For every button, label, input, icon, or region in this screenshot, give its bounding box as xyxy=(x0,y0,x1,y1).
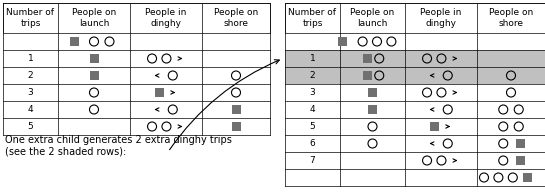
Text: 5: 5 xyxy=(310,122,316,131)
Bar xyxy=(516,156,525,165)
Text: Number of
trips: Number of trips xyxy=(7,8,55,28)
Bar xyxy=(368,88,377,97)
Bar xyxy=(155,88,163,97)
Bar xyxy=(70,37,78,46)
Bar xyxy=(285,50,545,67)
Text: People in
dinghy: People in dinghy xyxy=(146,8,187,28)
Bar xyxy=(430,122,439,131)
Bar xyxy=(516,139,525,148)
Text: 1: 1 xyxy=(310,54,316,63)
Bar xyxy=(285,152,545,169)
Bar xyxy=(285,135,545,152)
Text: 5: 5 xyxy=(28,122,33,131)
Bar xyxy=(3,33,270,50)
Bar xyxy=(3,84,270,101)
Bar xyxy=(285,67,545,84)
Bar xyxy=(232,105,240,114)
Bar xyxy=(3,3,270,33)
Bar xyxy=(285,3,545,33)
Bar xyxy=(362,54,372,63)
Text: People on
launch: People on launch xyxy=(350,8,395,28)
Bar xyxy=(338,37,347,46)
Bar xyxy=(3,67,270,84)
Text: 3: 3 xyxy=(310,88,316,97)
Text: 2: 2 xyxy=(28,71,33,80)
Bar xyxy=(285,101,545,118)
Bar xyxy=(285,169,545,186)
Text: 2: 2 xyxy=(310,71,316,80)
Bar xyxy=(3,118,270,135)
Text: People on
shore: People on shore xyxy=(489,8,533,28)
Bar xyxy=(523,173,532,182)
Text: People on
launch: People on launch xyxy=(72,8,116,28)
Bar xyxy=(3,101,270,118)
Bar xyxy=(285,84,545,101)
Text: Number of
trips: Number of trips xyxy=(288,8,336,28)
Bar xyxy=(362,71,372,80)
Bar xyxy=(3,50,270,67)
Text: 1: 1 xyxy=(28,54,33,63)
Bar xyxy=(232,122,240,131)
Bar xyxy=(89,71,99,80)
Text: 6: 6 xyxy=(310,139,316,148)
Bar xyxy=(368,105,377,114)
Text: 4: 4 xyxy=(310,105,316,114)
Text: (see the 2 shaded rows):: (see the 2 shaded rows): xyxy=(5,146,126,156)
Bar xyxy=(285,118,545,135)
Text: People in
dinghy: People in dinghy xyxy=(420,8,462,28)
Bar xyxy=(89,54,99,63)
Text: 7: 7 xyxy=(310,156,316,165)
Text: One extra child generates 2 extra dinghy trips: One extra child generates 2 extra dinghy… xyxy=(5,135,232,145)
Text: People on
shore: People on shore xyxy=(214,8,258,28)
Bar xyxy=(285,33,545,50)
Text: 4: 4 xyxy=(28,105,33,114)
Text: 3: 3 xyxy=(28,88,33,97)
